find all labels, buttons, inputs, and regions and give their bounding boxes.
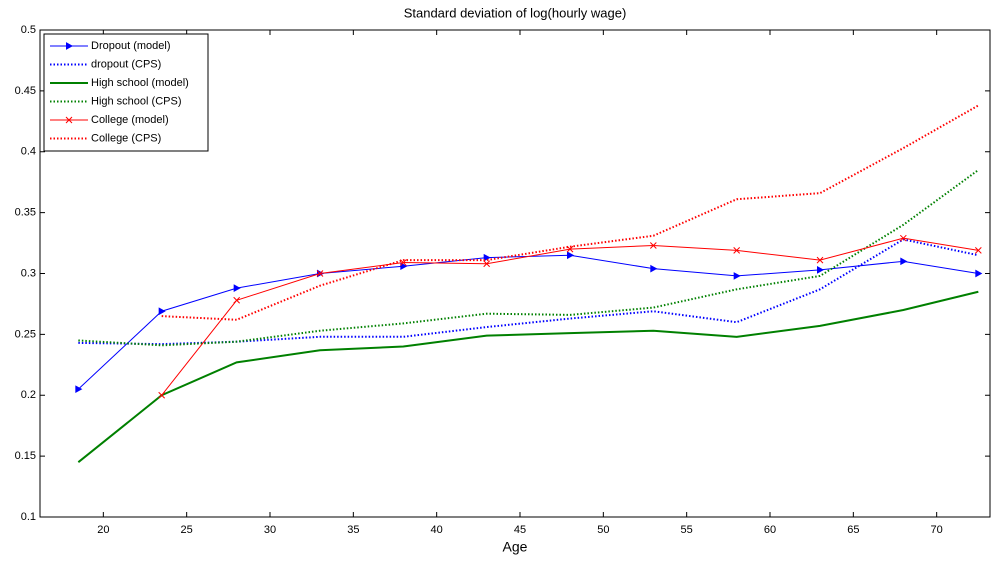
marker	[816, 256, 824, 264]
chart-title: Standard deviation of log(hourly wage)	[404, 5, 627, 20]
marker	[66, 42, 74, 50]
marker	[158, 391, 166, 399]
marker	[649, 242, 657, 249]
x-tick-label: 50	[597, 524, 609, 536]
x-tick-label: 60	[764, 524, 776, 536]
legend-label: High school (CPS)	[91, 95, 181, 107]
legend-label: High school (model)	[91, 77, 189, 89]
y-tick-label: 0.2	[21, 389, 36, 401]
marker	[975, 269, 983, 278]
marker	[567, 251, 575, 260]
marker	[65, 116, 73, 124]
x-tick-label: 45	[514, 524, 526, 536]
y-tick-label: 0.1	[21, 511, 36, 523]
marker	[75, 385, 83, 394]
marker	[733, 247, 741, 254]
marker	[233, 296, 241, 304]
legend-label: College (model)	[91, 114, 169, 126]
legend-label: College (CPS)	[91, 132, 161, 144]
marker	[817, 266, 825, 274]
x-tick-label: 65	[847, 524, 859, 536]
y-tick-label: 0.4	[21, 146, 36, 158]
marker	[900, 257, 908, 266]
y-tick-label: 0.45	[15, 85, 36, 97]
marker	[650, 264, 658, 273]
x-tick-label: 70	[931, 524, 943, 536]
marker	[233, 284, 241, 292]
x-axis-label: Age	[503, 539, 528, 555]
x-tick-label: 40	[431, 524, 443, 536]
legend-label: dropout (CPS)	[91, 58, 161, 70]
x-tick-label: 55	[681, 524, 693, 536]
y-tick-label: 0.5	[21, 24, 36, 36]
legend-box	[43, 33, 209, 152]
marker	[974, 247, 982, 254]
y-tick-label: 0.35	[15, 207, 36, 219]
series-line	[78, 169, 979, 347]
marker	[733, 272, 741, 280]
x-tick-label: 35	[347, 524, 359, 536]
x-tick-label: 30	[264, 524, 276, 536]
y-tick-label: 0.25	[15, 328, 36, 340]
marker	[158, 307, 166, 316]
series-line	[161, 104, 979, 321]
x-tick-label: 25	[181, 524, 193, 536]
marker	[899, 234, 907, 242]
marker	[400, 262, 408, 271]
x-tick-label: 20	[97, 524, 109, 536]
marker	[399, 259, 407, 266]
y-tick-label: 0.15	[15, 450, 36, 462]
marker	[316, 270, 324, 277]
y-tick-label: 0.3	[21, 267, 36, 279]
marker	[483, 260, 491, 268]
legend-label: Dropout (model)	[91, 40, 170, 52]
series-line	[77, 290, 979, 463]
